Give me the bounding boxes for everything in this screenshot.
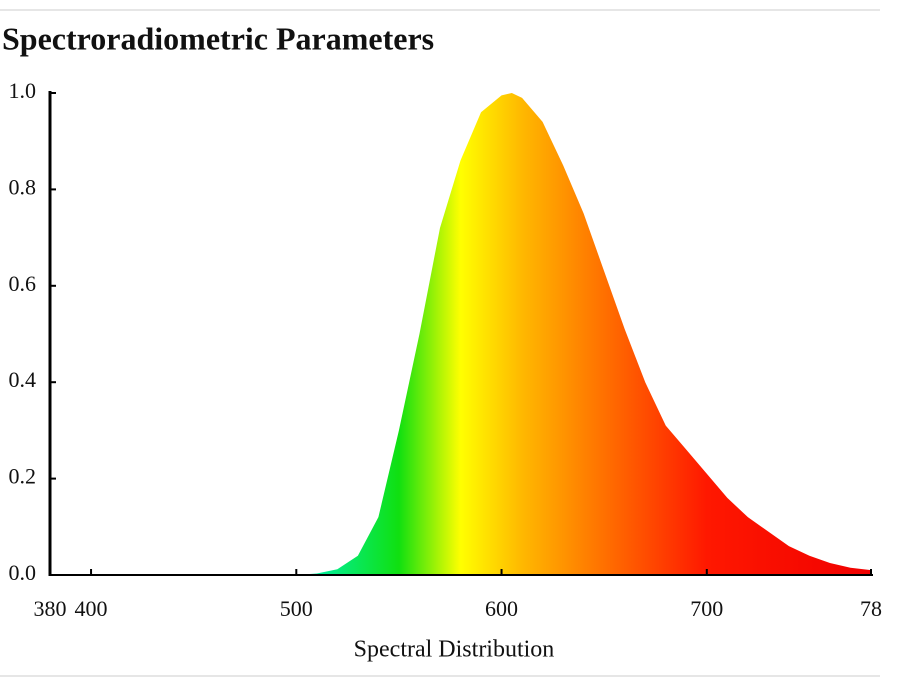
x-axis-label: Spectral Distribution [354,637,555,663]
y-tick-label: 0.2 [9,464,37,489]
spectrum-area [296,93,871,575]
x-tick-label: 380 [34,596,67,621]
x-tick-label: 400 [75,596,108,621]
y-tick-label: 0.6 [9,271,37,296]
y-tick-label: 0.8 [9,174,37,199]
x-tick-label: 600 [485,596,518,621]
chart-title: Spectroradiometric Parameters [2,20,434,56]
x-tick-label: 500 [280,596,313,621]
y-tick-label: 0.0 [9,560,37,585]
y-tick-label: 0.4 [9,367,37,392]
y-tick-label: 1.0 [9,78,37,103]
x-tick-label: 78 [860,596,882,621]
x-tick-label: 700 [690,596,723,621]
